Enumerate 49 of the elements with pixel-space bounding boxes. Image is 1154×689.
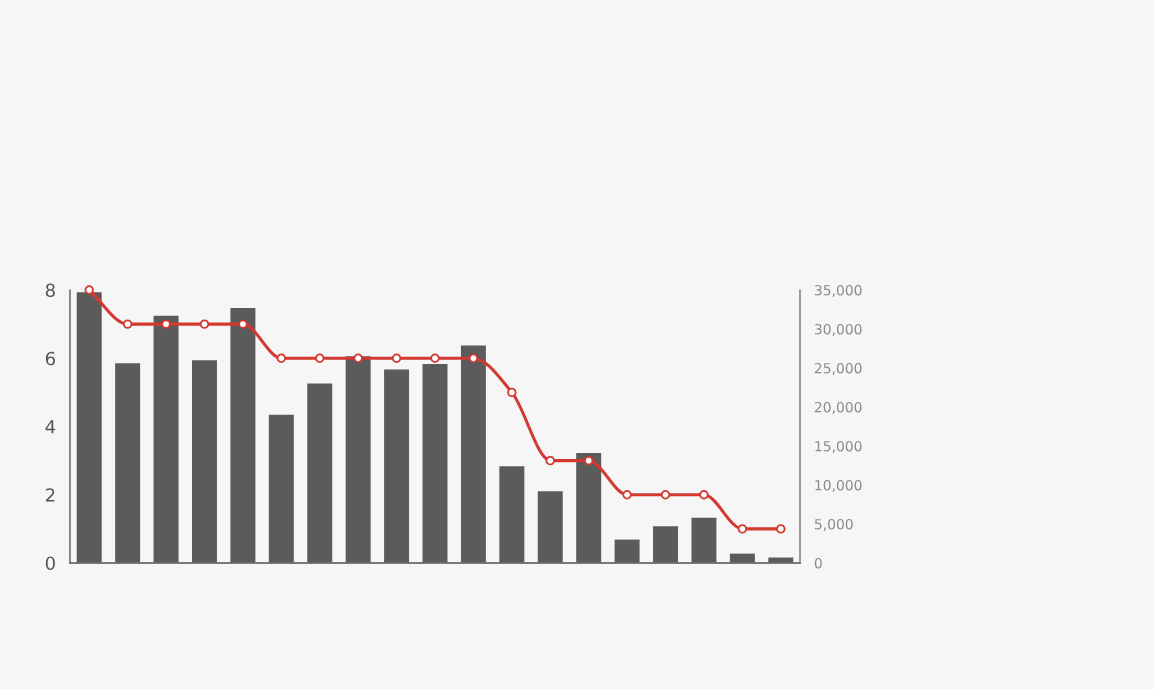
- y2-tick-label: 15,000: [815, 440, 862, 453]
- bar: [76, 292, 102, 563]
- point: [391, 353, 402, 363]
- point: [468, 353, 479, 363]
- point: [276, 353, 287, 363]
- point: [545, 455, 555, 466]
- y-tick-label: 2: [45, 488, 55, 502]
- bar: [460, 345, 486, 563]
- point: [776, 524, 786, 534]
- point: [122, 319, 133, 329]
- bar: [653, 526, 679, 563]
- bar: [576, 453, 602, 563]
- y2-tick-label: 35,000: [814, 284, 862, 297]
- y-tick-label: 4: [45, 420, 56, 434]
- bar: [153, 315, 179, 563]
- point: [199, 319, 210, 329]
- point: [353, 353, 363, 363]
- bar: [691, 517, 717, 563]
- point: [622, 490, 632, 500]
- y2-tick-label: 0: [814, 557, 822, 569]
- y-tick-label: 6: [45, 351, 55, 366]
- y2-tick-label: 30,000: [814, 323, 862, 336]
- bar: [345, 356, 371, 563]
- point: [238, 319, 248, 329]
- bar: [537, 491, 563, 563]
- bar: [230, 307, 256, 563]
- point: [430, 353, 440, 363]
- point: [737, 524, 748, 534]
- point: [315, 353, 325, 363]
- bar: [268, 414, 294, 563]
- y2-tick-label: 25,000: [814, 362, 862, 375]
- point: [699, 490, 709, 500]
- bar: [115, 363, 141, 563]
- point: [583, 455, 594, 466]
- bar: [307, 383, 333, 563]
- point: [161, 319, 171, 329]
- y-tick-label: 0: [45, 556, 55, 571]
- bar: [422, 364, 448, 563]
- point: [507, 387, 517, 398]
- point: [84, 285, 94, 295]
- y2-tick-label: 20,000: [814, 401, 862, 414]
- y2-tick-label: 5,000: [814, 518, 853, 531]
- bar: [191, 360, 217, 563]
- y-tick-label: 8: [45, 283, 55, 298]
- bar: [499, 466, 525, 563]
- bar: [614, 539, 640, 563]
- y2-tick-label: 10,000: [815, 479, 862, 492]
- bar: [384, 369, 410, 563]
- point: [660, 490, 671, 500]
